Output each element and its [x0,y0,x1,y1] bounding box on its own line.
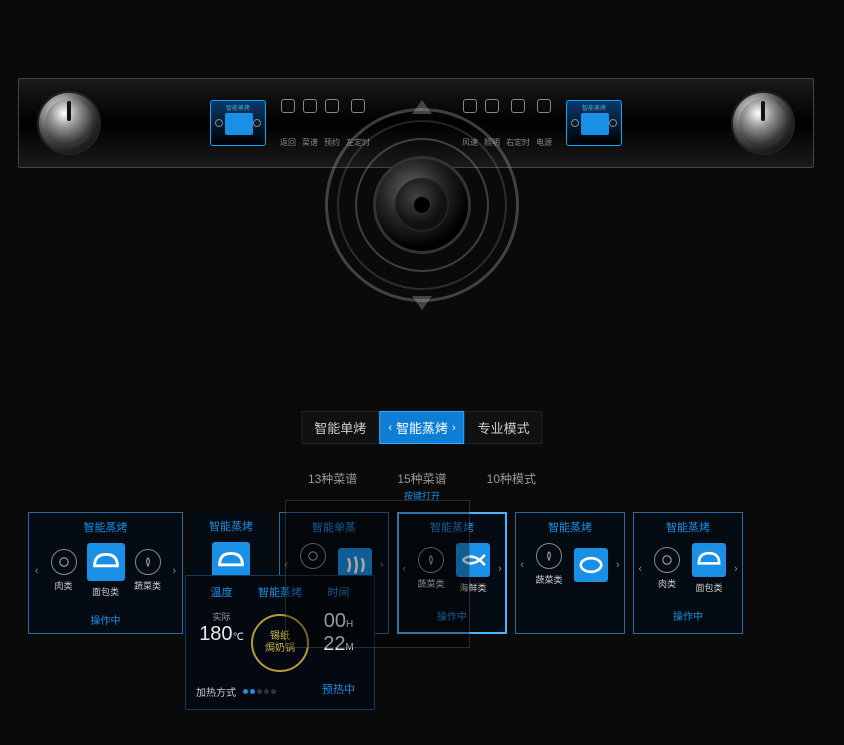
chevron-right-icon[interactable]: › [614,559,622,571]
category-bread[interactable]: 面包类 [690,543,728,594]
heat-mode[interactable]: 加热方式 [196,681,309,701]
category-meat[interactable]: 肉类 [45,549,83,592]
temp-heading: 温度 [196,584,247,604]
chevron-right-icon[interactable]: › [171,565,179,577]
category-seafood[interactable]: 海鲜类 [454,543,492,594]
category-veg[interactable]: 蔬菜类 [412,547,450,590]
recipe-card-active[interactable]: 智能蒸烤 ‹ 蔬菜类 海鲜类 › 操作中 [397,512,507,634]
panel-btn-power[interactable]: 电源 [536,99,552,148]
recipe-card[interactable]: 智能蒸烤 ‹ 蔬菜类 › [515,512,625,634]
mode-sub-2: 15种菜谱 按键打开 [397,470,446,502]
panel-btn-reserve[interactable]: 预约 [324,99,340,148]
chevron-left-icon[interactable]: ‹ [636,563,644,575]
panel-screen-left[interactable]: 智能蒸烤 [210,100,266,146]
panel-btn-light[interactable]: 照明 [484,99,500,148]
mode-sub-1: 13种菜谱 [308,470,357,502]
panel-btn-back[interactable]: 返回 [280,99,296,148]
chevron-left-icon[interactable]: ‹ [518,559,526,571]
screen-label: 智能蒸烤 [211,103,265,112]
chevron-right-icon[interactable]: › [496,563,504,575]
chevron-right-icon[interactable]: › [378,559,386,571]
category-meat[interactable] [572,548,610,582]
chevron-left-icon[interactable]: ‹ [282,559,290,571]
chevron-left-icon: ‹ [388,422,392,434]
category-bread[interactable]: 面包类 [87,543,125,598]
mode-sub-3: 10种模式 [487,470,536,502]
panel-screen-right[interactable]: 智能蒸烤 [566,100,622,146]
panel-btn-rtimer[interactable]: 右定时 [506,99,530,148]
chevron-left-icon[interactable]: ‹ [33,565,41,577]
preheat-status: 预热中 [313,681,364,701]
control-panel: 智能蒸烤 返回 菜谱 预约 左定时 风速 照明 右定时 电源 智能蒸烤 [18,78,814,168]
detail-panel: 温度 智能蒸烤 时间 实际 180℃ 锡纸焗奶锅 00H 22M 加热方式 预热… [185,575,375,710]
recipe-card[interactable]: 智能蒸烤 ‹ 肉类 面包类 蔬菜类 › 操作中 [28,512,183,634]
chevron-right-icon: › [452,422,456,434]
mode-heading: 智能蒸烤 [251,584,309,604]
panel-btn-menu[interactable]: 菜谱 [302,99,318,148]
card-strip: 智能蒸烤 ‹ 肉类 面包类 蔬菜类 › 操作中 智能蒸烤 智能单蒸 ‹ 肉类 ›… [28,512,743,634]
time-readout: 00H 22M [313,610,364,660]
left-knob[interactable] [37,91,101,155]
mode-tabs: 智能单烤 ‹ 智能蒸烤 › 专业模式 [301,411,542,444]
mode-tab-single[interactable]: 智能单烤 [301,411,379,444]
panel-btn-fan[interactable]: 风速 [462,99,478,148]
mode-tab-steam[interactable]: ‹ 智能蒸烤 › [379,411,464,444]
mode-tab-pro[interactable]: 专业模式 [465,411,543,444]
time-heading: 时间 [313,584,364,604]
panel-btn-ltimer[interactable]: 左定时 [346,99,370,148]
chevron-right-icon[interactable]: › [732,563,740,575]
right-knob[interactable] [731,91,795,155]
screen-label: 智能蒸烤 [567,103,621,112]
category-veg[interactable]: 蔬菜类 [129,549,167,592]
recipe-ring[interactable]: 锡纸焗奶锅 [251,610,309,676]
category-meat[interactable]: 肉类 [648,547,686,590]
temp-readout: 实际 180℃ [196,610,247,660]
chevron-left-icon[interactable]: ‹ [400,563,408,575]
panel-center: 智能蒸烤 返回 菜谱 预约 左定时 风速 照明 右定时 电源 智能蒸烤 [101,79,731,167]
category-veg[interactable]: 蔬菜类 [530,543,568,586]
recipe-card[interactable]: 智能蒸烤 ‹ 肉类 面包类 › 操作中 [633,512,743,634]
mode-subtitles: 13种菜谱 15种菜谱 按键打开 10种模式 [308,470,536,502]
